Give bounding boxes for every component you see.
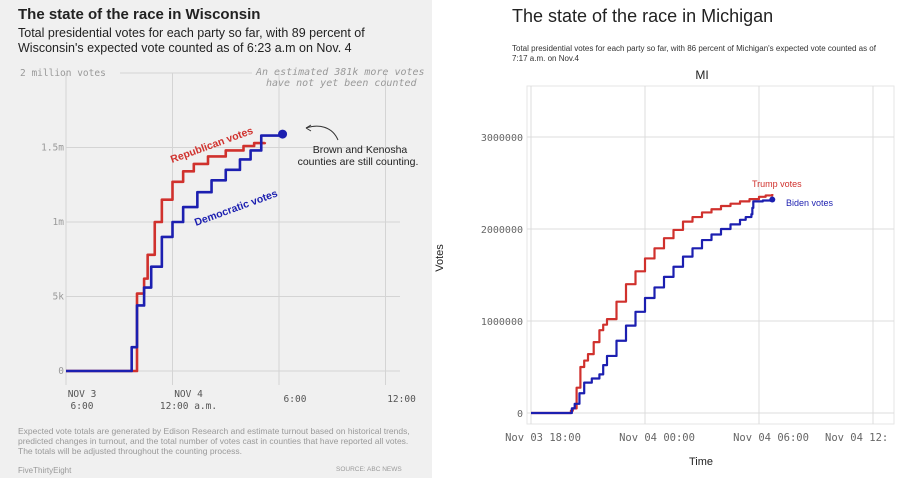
michigan-panel: The state of the race in Michigan Total … <box>432 0 900 478</box>
x-tick-label: 6:00 <box>284 394 307 405</box>
x-tick-label: 12:00 a.m. <box>160 401 217 412</box>
brand-label: FiveThirtyEight <box>18 466 72 475</box>
x-tick-label: Nov 04 06:00 <box>733 432 809 444</box>
annotation-arrow <box>305 125 339 141</box>
democratic-series-label: Democratic votes <box>193 188 280 229</box>
y-tick-label: 5k <box>53 292 65 303</box>
x-tick-label: NOV 4 <box>174 389 203 400</box>
trump-series-label: Trump votes <box>752 179 802 189</box>
biden-series-label: Biden votes <box>786 198 834 208</box>
y-tick-label: 3000000 <box>481 133 523 144</box>
y-tick-label: 1000000 <box>481 317 523 328</box>
source-label: SOURCE: ABC NEWS <box>336 466 402 473</box>
democratic-votes-line <box>66 134 284 373</box>
wisconsin-title: The state of the race in Wisconsin <box>18 6 261 23</box>
x-tick-label: 6:00 <box>71 401 94 412</box>
estimate-note-line2: have not yet been counted <box>266 78 417 89</box>
estimate-note-line1: An estimated 381k more votes <box>255 67 425 78</box>
wisconsin-subtitle: Total presidential votes for each party … <box>18 26 365 55</box>
annotation-line2: counties are still counting. <box>298 156 419 168</box>
michigan-title: The state of the race in Michigan <box>512 6 774 26</box>
biden-latest-point <box>769 196 776 203</box>
x-tick-label: Nov 04 12: <box>825 432 888 444</box>
chart-title: MI <box>695 68 708 82</box>
y-tick-label: 0 <box>58 366 64 377</box>
democratic-latest-point <box>278 129 288 139</box>
x-tick-label: Nov 04 00:00 <box>619 432 695 444</box>
biden-votes-line <box>531 199 774 415</box>
x-tick-label: NOV 3 <box>68 389 97 400</box>
x-tick-label: Nov 03 18:00 <box>505 432 581 444</box>
x-axis-label: Time <box>689 456 713 468</box>
annotation-line1: Brown and Kenosha <box>313 144 408 156</box>
y-tick-label: 1.5m <box>41 143 64 154</box>
wisconsin-panel: The state of the race in Wisconsin Total… <box>0 0 432 478</box>
annotation-arrowhead <box>305 124 312 132</box>
plot-area <box>526 85 895 425</box>
y-axis-label: Votes <box>434 244 446 272</box>
republican-votes-line <box>66 141 267 373</box>
trump-votes-line <box>531 194 774 415</box>
wisconsin-footnote: Expected vote totals are generated by Ed… <box>18 426 410 456</box>
michigan-subtitle: Total presidential votes for each party … <box>512 44 876 63</box>
y-tick-label: 2 million votes <box>20 68 106 79</box>
x-tick-label: 12:00 <box>387 394 416 405</box>
y-tick-label: 2000000 <box>481 225 523 236</box>
michigan-chart: MI 0 1000000 2000000 3000000 Nov 03 18:00 Nov… <box>434 68 895 468</box>
y-tick-label: 0 <box>517 409 523 420</box>
y-tick-label: 1m <box>53 217 65 228</box>
